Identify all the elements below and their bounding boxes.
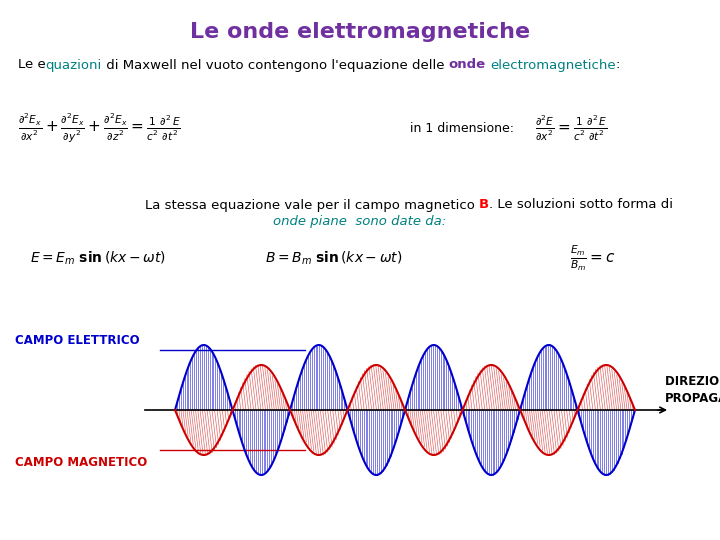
Text: di Maxwell nel vuoto contengono l'equazione delle: di Maxwell nel vuoto contengono l'equazi… <box>102 58 449 71</box>
Text: . Le soluzioni sotto forma di: . Le soluzioni sotto forma di <box>490 199 673 212</box>
Text: Le onde elettromagnetiche: Le onde elettromagnetiche <box>190 22 530 42</box>
Text: DIREZIONE DI
PROPAGAZIONE: DIREZIONE DI PROPAGAZIONE <box>665 375 720 405</box>
Text: quazioni: quazioni <box>46 58 102 71</box>
Text: onde: onde <box>449 58 486 71</box>
Text: CAMPO ELETTRICO: CAMPO ELETTRICO <box>15 334 140 347</box>
Text: La stessa equazione vale per il campo magnetico: La stessa equazione vale per il campo ma… <box>145 199 479 212</box>
Text: Le e: Le e <box>18 58 46 71</box>
Text: $\frac{\partial^2 E_x}{\partial x^2}+\frac{\partial^2 E_x}{\partial y^2}+\frac{\: $\frac{\partial^2 E_x}{\partial x^2}+\fr… <box>18 111 181 145</box>
Text: B: B <box>479 199 490 212</box>
Text: $\frac{\partial^2 E}{\partial x^2}=\frac{1}{c^2}\frac{\partial^2\,E}{\partial t^: $\frac{\partial^2 E}{\partial x^2}=\frac… <box>535 113 608 143</box>
Text: in 1 dimensione:: in 1 dimensione: <box>410 122 514 134</box>
Text: electromagnetiche: electromagnetiche <box>490 58 616 71</box>
Text: :: : <box>616 58 620 71</box>
Text: $B = B_m\ \mathbf{sin}\,(kx-\omega t)$: $B = B_m\ \mathbf{sin}\,(kx-\omega t)$ <box>265 249 402 267</box>
Text: onde piane  sono date da:: onde piane sono date da: <box>274 215 446 228</box>
Text: $E = E_m\ \mathbf{sin}\,(kx-\omega t)$: $E = E_m\ \mathbf{sin}\,(kx-\omega t)$ <box>30 249 166 267</box>
Text: $\frac{E_m}{B_m}=c$: $\frac{E_m}{B_m}=c$ <box>570 244 616 273</box>
Text: CAMPO MAGNETICO: CAMPO MAGNETICO <box>15 456 148 469</box>
